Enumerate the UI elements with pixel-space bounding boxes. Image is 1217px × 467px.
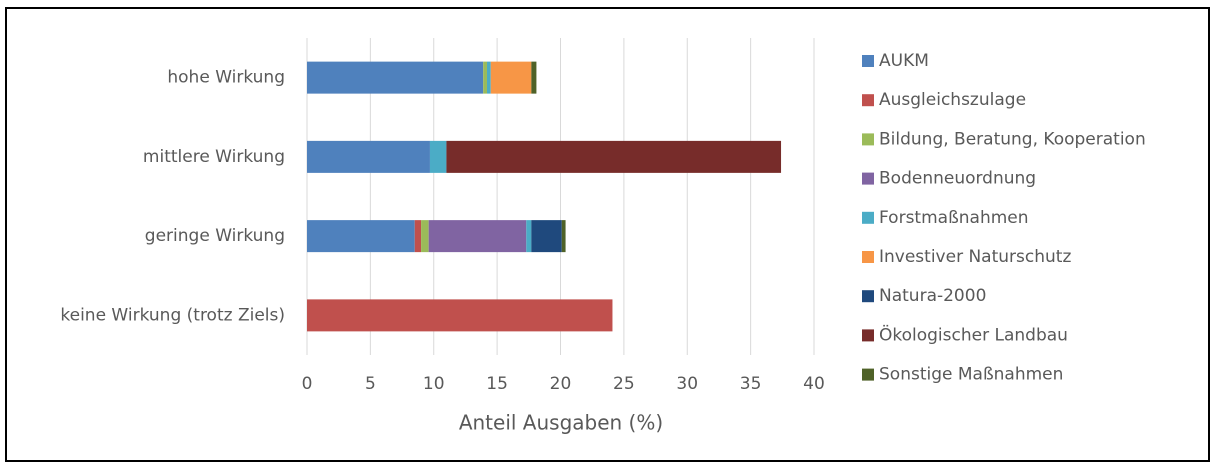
bar-segment bbox=[307, 299, 613, 332]
legend-swatch bbox=[862, 290, 874, 303]
bar-segment bbox=[414, 220, 422, 253]
y-tick-label: mittlere Wirkung bbox=[143, 147, 285, 167]
legend-swatch bbox=[862, 94, 874, 107]
legend-label: Ökologischer Landbau bbox=[879, 323, 1068, 345]
legend-swatch bbox=[862, 368, 874, 381]
x-tick-label: 20 bbox=[550, 374, 572, 394]
bar-segment bbox=[428, 220, 527, 253]
bar-segment bbox=[429, 140, 447, 173]
legend-swatch bbox=[862, 329, 874, 342]
x-tick-label: 10 bbox=[423, 374, 445, 394]
frame bbox=[5, 7, 1210, 462]
bar-segment bbox=[486, 61, 491, 94]
bar-segment bbox=[561, 220, 566, 253]
legend-swatch bbox=[862, 211, 874, 224]
bar-segment bbox=[307, 61, 484, 94]
legend-label: Sonstige Maßnahmen bbox=[879, 365, 1063, 385]
x-tick-label: 35 bbox=[740, 374, 762, 394]
x-tick-label: 15 bbox=[486, 374, 508, 394]
y-tick-label: hohe Wirkung bbox=[167, 68, 285, 88]
x-tick-label: 5 bbox=[365, 374, 376, 394]
legend-label: Bodenneuordnung bbox=[879, 169, 1036, 189]
x-tick-label: 25 bbox=[613, 374, 635, 394]
legend-label: AUKM bbox=[879, 51, 929, 71]
y-tick-label: geringe Wirkung bbox=[145, 226, 285, 246]
legend-label: Natura-2000 bbox=[879, 286, 986, 306]
bar-segment bbox=[307, 220, 415, 253]
x-axis-label: Anteil Ausgaben (%) bbox=[459, 411, 663, 435]
bar-segment bbox=[483, 61, 487, 94]
bar-segment bbox=[531, 61, 537, 94]
bar-segment bbox=[490, 61, 532, 94]
legend-swatch bbox=[862, 55, 874, 67]
legend-label: Forstmaßnahmen bbox=[879, 208, 1029, 228]
y-tick-label: keine Wirkung (trotz Ziels) bbox=[60, 305, 285, 325]
bar-segment bbox=[531, 220, 562, 253]
legend-swatch bbox=[862, 251, 874, 263]
bar-segment bbox=[307, 140, 430, 173]
bar-segment bbox=[421, 220, 429, 253]
legend-swatch bbox=[862, 133, 874, 146]
x-tick-label: 0 bbox=[302, 374, 313, 394]
x-tick-label: 40 bbox=[803, 374, 825, 394]
legend-label: Investiver Naturschutz bbox=[879, 247, 1071, 267]
bar-segment bbox=[526, 220, 532, 253]
x-tick-label: 30 bbox=[676, 374, 698, 394]
legend-label: Bildung, Beratung, Kooperation bbox=[879, 129, 1146, 149]
bar-segment bbox=[446, 140, 782, 173]
legend-label: Ausgleichszulage bbox=[879, 90, 1026, 110]
legend-swatch bbox=[862, 172, 874, 185]
